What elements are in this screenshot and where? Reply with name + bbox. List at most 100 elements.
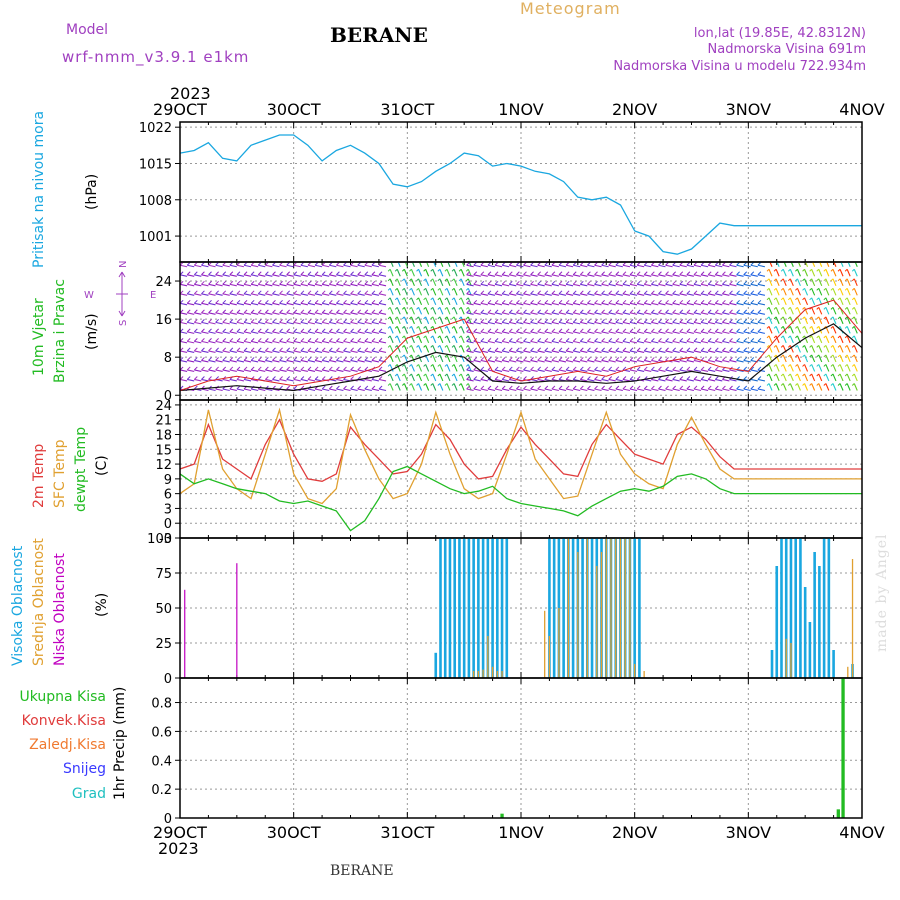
- wind-barb: [679, 302, 687, 306]
- wind-barb: [494, 369, 503, 372]
- wind-barb-head: [279, 262, 283, 266]
- wind-barb-head: [844, 326, 848, 329]
- wind-barb: [473, 293, 481, 296]
- wind-barb-head: [416, 287, 419, 291]
- wind-barb-head: [851, 335, 855, 339]
- wind-barb-head: [378, 385, 383, 390]
- wind-barb: [750, 293, 758, 296]
- wind-barb-head: [300, 385, 305, 390]
- wind-barb: [343, 369, 351, 372]
- wind-barb-head: [572, 347, 577, 352]
- wind-barb: [425, 383, 430, 391]
- y-tick-label: 24: [155, 399, 172, 414]
- wind-barb: [180, 304, 181, 305]
- wind-barb: [743, 388, 751, 392]
- wind-barb: [432, 373, 437, 382]
- wind-barb: [480, 302, 488, 306]
- wind-barb: [818, 364, 823, 372]
- wind-barb-head: [423, 364, 426, 367]
- wind-barb-head: [516, 290, 520, 295]
- precip-plot: [500, 678, 845, 818]
- wind-barb: [229, 274, 237, 277]
- wind-barb-head: [686, 280, 691, 285]
- series-brzina: [180, 323, 862, 392]
- cloud-bar: [581, 538, 584, 678]
- wind-barb-head: [615, 290, 620, 295]
- wind-barb-head: [416, 345, 419, 348]
- wind-barb: [286, 283, 294, 287]
- wind-barb-head: [679, 347, 684, 352]
- wind-barb-head: [743, 271, 748, 276]
- wind-barb: [768, 288, 773, 296]
- wind-barb: [350, 274, 358, 277]
- wind-barb: [846, 335, 851, 344]
- wind-barb: [487, 283, 496, 287]
- wind-barb-head: [658, 338, 662, 342]
- wind-barb: [396, 373, 401, 382]
- wind-barb-head: [537, 347, 542, 352]
- wind-barb: [322, 293, 330, 296]
- wind-barb-head: [494, 299, 499, 304]
- wind-barb-head: [722, 385, 726, 390]
- wind-barb: [243, 293, 252, 296]
- wind-barb: [722, 312, 730, 315]
- wind-barb: [229, 350, 237, 353]
- wind-barb: [622, 264, 631, 268]
- wind-barb-head: [643, 309, 648, 314]
- wind-barb: [750, 350, 758, 353]
- wind-barb: [293, 312, 301, 315]
- wind-barb: [783, 262, 787, 267]
- wind-barb: [750, 302, 758, 306]
- wind-barb: [187, 283, 195, 287]
- wind-barb: [336, 350, 344, 353]
- wind-barb: [804, 335, 809, 344]
- wind-barb: [743, 293, 751, 296]
- wind-barb-head: [465, 373, 469, 377]
- wind-barb: [236, 293, 245, 296]
- cloud-bar: [789, 538, 793, 678]
- wind-barb-head: [487, 385, 492, 390]
- wind-barb-head: [336, 299, 340, 304]
- wind-barb: [729, 302, 737, 306]
- wind-barb: [389, 297, 394, 306]
- wind-barb: [530, 359, 538, 363]
- wind-barb: [658, 369, 666, 372]
- wind-barb-head: [430, 383, 434, 386]
- wind-barb-head: [378, 262, 383, 266]
- y-tick-label: 3: [164, 502, 172, 517]
- wind-barb-head: [558, 357, 563, 361]
- wind-barb: [480, 283, 488, 287]
- wind-barb-head: [530, 262, 534, 266]
- wind-barb: [516, 388, 524, 392]
- wind-barb: [601, 378, 609, 382]
- wind-barb: [658, 274, 666, 277]
- wind-barb-head: [780, 316, 784, 320]
- wind-barb-head: [451, 287, 455, 291]
- wind-barb: [357, 340, 365, 344]
- wind-barb-head: [693, 262, 698, 266]
- wind-barb: [222, 378, 230, 382]
- cloud-bar: [780, 538, 783, 678]
- wind-barb: [336, 340, 344, 344]
- wind-barb: [187, 350, 195, 353]
- wind-barb-head: [173, 376, 176, 379]
- model-label: Model: [66, 22, 108, 38]
- wind-barb: [251, 359, 259, 363]
- wind-barb: [715, 274, 723, 277]
- wind-barb-head: [851, 326, 855, 329]
- wind-barb-head: [444, 383, 448, 386]
- wind-barb: [357, 293, 365, 296]
- wind-barb-head: [328, 280, 333, 285]
- wind-barb: [768, 335, 773, 344]
- wind-barb-head: [357, 357, 362, 361]
- wind-barb-head: [665, 290, 669, 295]
- wind-barb: [329, 312, 337, 315]
- wind-barb-head: [587, 262, 591, 266]
- wind-barb-head: [780, 326, 784, 329]
- wind-barb-head: [672, 262, 677, 266]
- wind-barb-head: [643, 347, 648, 352]
- wind-barb-head: [693, 347, 698, 352]
- wind-barb: [700, 388, 709, 392]
- wind-barb-head: [643, 299, 648, 304]
- wind-barb: [757, 274, 766, 277]
